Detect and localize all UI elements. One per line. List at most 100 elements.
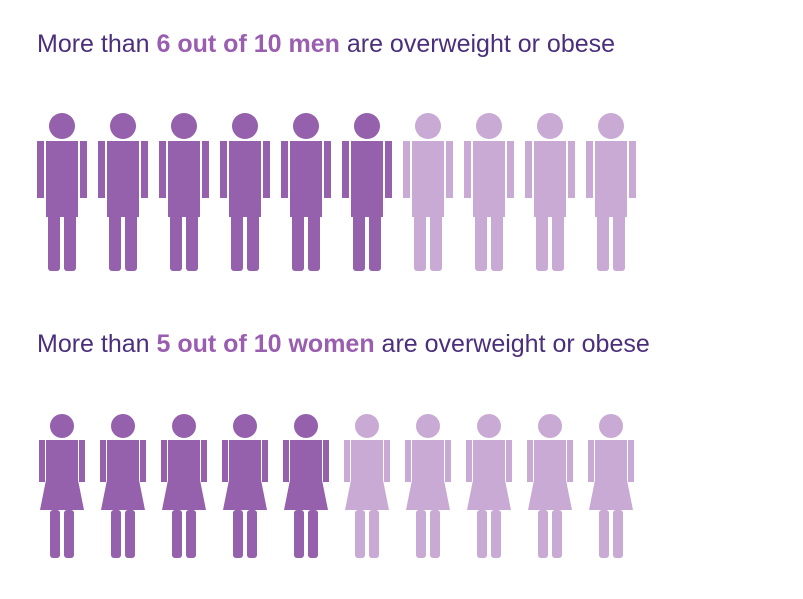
person-icon (220, 113, 270, 271)
title-part: 6 out of 10 men (157, 30, 340, 58)
arm (324, 141, 331, 198)
arm (629, 141, 636, 198)
leg (186, 213, 198, 271)
leg (48, 213, 60, 271)
leg (552, 213, 564, 271)
leg (247, 510, 257, 558)
leg (231, 213, 243, 271)
leg (613, 510, 623, 558)
leg (172, 510, 182, 558)
head (50, 414, 74, 438)
head (294, 414, 318, 438)
title-part: are overweight or obese (340, 30, 615, 58)
arm (159, 141, 166, 198)
person-icon (100, 414, 146, 558)
leg (552, 510, 562, 558)
leg (538, 510, 548, 558)
torso (534, 141, 566, 217)
arm (446, 141, 453, 198)
dress (40, 440, 84, 510)
head (477, 414, 501, 438)
person-icon (403, 113, 453, 271)
person-icon (222, 414, 268, 558)
arm (445, 440, 451, 482)
arm (79, 440, 85, 482)
arm (283, 440, 289, 482)
leg (536, 213, 548, 271)
leg (597, 213, 609, 271)
title-part: More than (37, 30, 157, 58)
head (110, 113, 136, 139)
leg (475, 213, 487, 271)
arm (385, 141, 392, 198)
arm (464, 141, 471, 198)
dress (528, 440, 572, 510)
torso (290, 141, 322, 217)
person-icon (283, 414, 329, 558)
leg (416, 510, 426, 558)
head (537, 113, 563, 139)
dress (162, 440, 206, 510)
head (476, 113, 502, 139)
torso (46, 141, 78, 217)
arm (98, 141, 105, 198)
leg (186, 510, 196, 558)
leg (247, 213, 259, 271)
leg (477, 510, 487, 558)
arm (140, 440, 146, 482)
leg (294, 510, 304, 558)
torso (107, 141, 139, 217)
arm (161, 440, 167, 482)
torso (473, 141, 505, 217)
arm (141, 141, 148, 198)
person-icon (527, 414, 573, 558)
leg (64, 213, 76, 271)
person-icon (159, 113, 209, 271)
leg (125, 510, 135, 558)
arm (525, 141, 532, 198)
leg (64, 510, 74, 558)
person-icon (37, 113, 87, 271)
arm (588, 440, 594, 482)
arm (222, 440, 228, 482)
arm (568, 141, 575, 198)
head (233, 414, 257, 438)
leg (491, 213, 503, 271)
person-icon (161, 414, 207, 558)
head (172, 414, 196, 438)
arm (567, 440, 573, 482)
arm (281, 141, 288, 198)
leg (414, 213, 426, 271)
leg (292, 213, 304, 271)
person-icon (344, 414, 390, 558)
arm (344, 440, 350, 482)
head (232, 113, 258, 139)
arm (100, 440, 106, 482)
dress (406, 440, 450, 510)
dress (589, 440, 633, 510)
arm (506, 440, 512, 482)
torso (229, 141, 261, 217)
person-icon (525, 113, 575, 271)
dress (223, 440, 267, 510)
leg (369, 510, 379, 558)
leg (125, 213, 137, 271)
leg (491, 510, 501, 558)
person-icon (464, 113, 514, 271)
person-icon (281, 113, 331, 271)
arm (405, 440, 411, 482)
dress (284, 440, 328, 510)
leg (430, 510, 440, 558)
dress (345, 440, 389, 510)
title-part: are overweight or obese (375, 330, 650, 358)
torso (351, 141, 383, 217)
arm (586, 141, 593, 198)
arm (37, 141, 44, 198)
head (598, 113, 624, 139)
arm (507, 141, 514, 198)
leg (109, 213, 121, 271)
head (171, 113, 197, 139)
title-part: More than (37, 330, 157, 358)
person-icon (586, 113, 636, 271)
arm (323, 440, 329, 482)
